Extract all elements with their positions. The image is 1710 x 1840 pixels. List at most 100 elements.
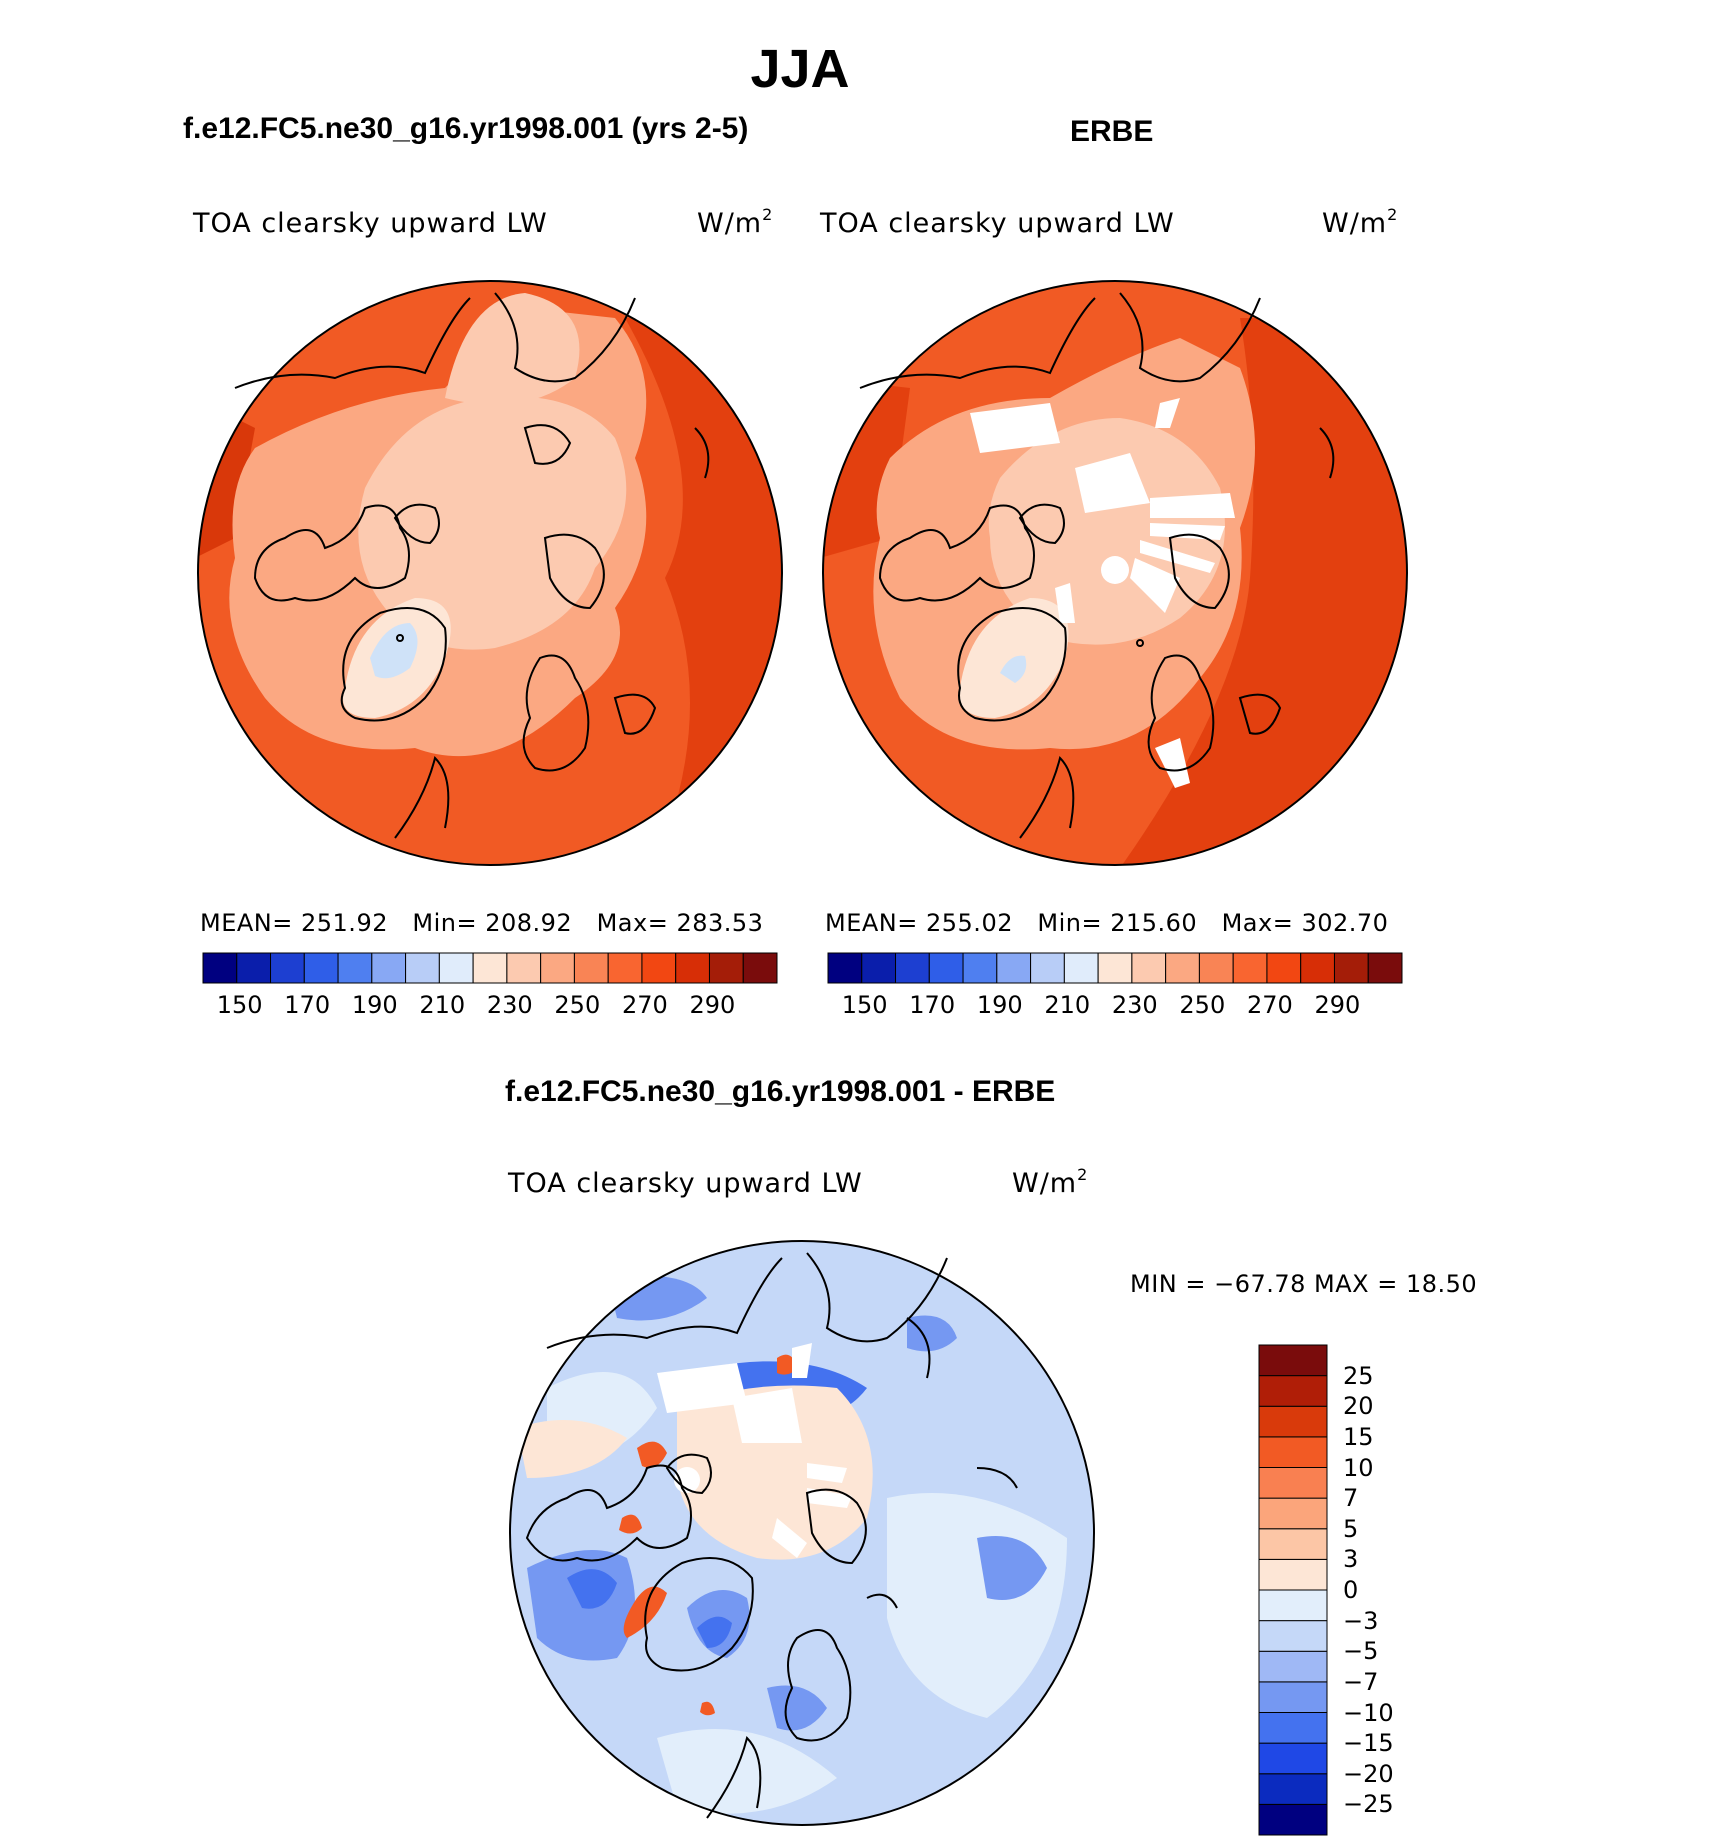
colorbar-tick-label: 170 [909, 991, 956, 1019]
left-arctic-cap-north [445, 293, 580, 405]
colorbar-box [675, 952, 710, 984]
colorbar-box [607, 952, 643, 984]
diff-colorbar-level: 0 [1343, 1576, 1359, 1604]
colorbar-tick-label: 170 [284, 991, 331, 1019]
colorbar-tick-label: 190 [351, 991, 398, 1019]
colorbar-box [861, 952, 897, 984]
diff-panel-title: f.e12.FC5.ne30_g16.yr1998.001 - ERBE [505, 1075, 1056, 1108]
left-map-border [197, 280, 783, 866]
diff-warm-west [517, 1420, 627, 1478]
right-greenland-blue [1000, 655, 1027, 683]
diff-colorbar-box [1258, 1803, 1328, 1836]
diff-colorbar-level: −3 [1343, 1606, 1379, 1635]
diff-colorbar-level: 7 [1343, 1484, 1359, 1513]
colorbar-box [371, 952, 407, 984]
diff-colorbar-box [1258, 1620, 1328, 1652]
right-hot-band [1120, 318, 1407, 865]
left-hot-band [625, 318, 782, 838]
diff-colorbar-level: −15 [1343, 1729, 1394, 1758]
diff-minmax-label: MIN = −67.78 MAX = 18.50 [1130, 1270, 1478, 1298]
colorbar-tick-label: 270 [621, 991, 668, 1019]
colorbar-tick-label: 210 [419, 991, 466, 1019]
colorbar-tick-label: 230 [486, 991, 533, 1019]
diff-colorbar-level: 5 [1343, 1514, 1359, 1543]
diff-colorbar-box [1258, 1344, 1328, 1377]
diff-colorbar-box [1258, 1773, 1328, 1805]
right-variable-label: TOA clearsky upward LW [820, 208, 1175, 239]
diff-variable-label: TOA clearsky upward LW [508, 1168, 863, 1199]
colorbar-box [1063, 952, 1099, 984]
colorbar-box [1030, 952, 1065, 984]
colorbar-tick-label: 270 [1246, 991, 1293, 1019]
colorbar-box [1367, 952, 1403, 984]
right-polar-map [822, 280, 1408, 866]
diff-colorbar-box [1258, 1436, 1328, 1468]
right-coastlines [859, 292, 1335, 839]
colorbar-tick-label: 250 [554, 991, 601, 1019]
colorbar-box [1333, 952, 1369, 984]
diff-colorbar [1258, 1344, 1328, 1836]
colorbar-box [742, 952, 778, 984]
colorbar-box [1097, 952, 1133, 984]
colorbar-box [895, 952, 930, 984]
right-map-border [822, 280, 1408, 866]
diff-colorbar-level: 15 [1343, 1422, 1374, 1451]
diff-colorbar-level: −5 [1343, 1637, 1379, 1666]
colorbar-box [202, 952, 238, 984]
colorbar-box [1165, 952, 1200, 984]
colorbar-box [540, 952, 575, 984]
diff-colorbar-labels: 25 20 15 10 7 5 3 0 −3 −5 −7 −10 −15 −20 −25 [1343, 1345, 1463, 1835]
colorbar-box [641, 952, 677, 984]
left-greenland-blue [370, 623, 418, 679]
colorbar-tick-label: 150 [841, 991, 888, 1019]
left-units-label: W/m2 [697, 205, 774, 240]
diff-colorbar-level: −10 [1343, 1698, 1394, 1727]
colorbar-box [438, 952, 474, 984]
diff-colorbar-box [1258, 1650, 1328, 1683]
colorbar-box [506, 952, 542, 984]
diff-colorbar-level: −20 [1343, 1759, 1394, 1788]
right-stats: MEAN= 255.02 Min= 215.60 Max= 302.70 [825, 909, 1389, 937]
colorbar-tick-label: 190 [976, 991, 1023, 1019]
diff-colorbar-level: −7 [1343, 1667, 1379, 1696]
left-variable-label: TOA clearsky upward LW [193, 208, 548, 239]
diff-warm-cap [677, 1385, 873, 1560]
diff-map-border [509, 1240, 1095, 1826]
right-missing-data [970, 398, 1235, 788]
colorbar-box [962, 952, 998, 984]
diff-colorbar-level: 25 [1343, 1361, 1374, 1390]
diff-coastlines [525, 1252, 1018, 1819]
colorbar-box [405, 952, 440, 984]
colorbar-tick-label: 150 [216, 991, 263, 1019]
diff-colorbar-box [1258, 1681, 1328, 1713]
diff-missing-data [657, 1343, 852, 1558]
left-stats: MEAN= 251.92 Min= 208.92 Max= 283.53 [200, 909, 764, 937]
colorbar-box [270, 952, 305, 984]
colorbar-box [1198, 952, 1234, 984]
colorbar-box [337, 952, 373, 984]
colorbar-box [928, 952, 964, 984]
diff-blue-patches [527, 1275, 1047, 1731]
diff-polar-map [509, 1240, 1095, 1826]
diff-colorbar-box [1258, 1375, 1328, 1407]
colorbar-tick-label: 210 [1044, 991, 1091, 1019]
colorbar-box [1232, 952, 1268, 984]
colorbar-box [303, 952, 339, 984]
right-units-label: W/m2 [1322, 205, 1399, 240]
diff-colorbar-box [1258, 1528, 1328, 1560]
diff-colorbar-box [1258, 1589, 1328, 1622]
diff-units-label: W/m2 [1012, 1165, 1089, 1200]
left-panel-title: f.e12.FC5.ne30_g16.yr1998.001 (yrs 2-5) [183, 112, 749, 145]
colorbar-box [1131, 952, 1167, 984]
colorbar-box [827, 952, 863, 984]
right-panel-title: ERBE [1070, 115, 1154, 148]
diff-colorbar-level: 20 [1343, 1392, 1374, 1421]
diff-colorbar-box [1258, 1467, 1328, 1499]
figure-title: JJA [750, 39, 850, 99]
diff-colorbar-box [1258, 1742, 1328, 1775]
diff-colorbar-box [1258, 1497, 1328, 1530]
colorbar-tick-label: 290 [689, 991, 736, 1019]
colorbar-box [236, 952, 272, 984]
diff-colorbar-level: 3 [1343, 1545, 1359, 1574]
